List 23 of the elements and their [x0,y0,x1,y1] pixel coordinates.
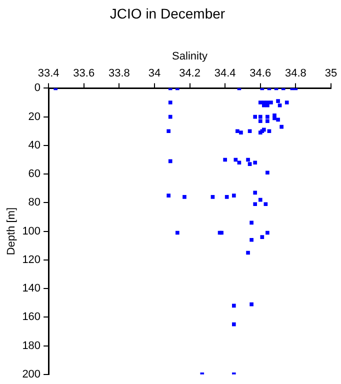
y-axis-title: Depth [m] [6,207,18,256]
y-tick-label: 60 [28,168,41,180]
y-tick-label: 0 [34,82,41,94]
y-tick-label: 140 [22,282,41,295]
y-tick-label: 20 [28,110,41,123]
x-tick-label: 34.8 [284,68,306,80]
y-tick-label: 180 [22,340,41,352]
y-tick-label: 100 [22,225,41,238]
x-tick-label: 33.8 [108,68,130,80]
x-tick-label: 34 [148,68,161,80]
x-tick-label: 33.6 [73,68,95,80]
y-tick-label: 120 [22,254,41,266]
x-tick-label: 35 [324,68,338,80]
x-tick-label: 34.4 [214,68,236,80]
y-tick-label: 80 [28,196,41,209]
x-tick-label: 33.4 [38,68,60,80]
chart-title: JCIO in December [110,5,226,22]
y-tick-label: 160 [22,311,41,324]
y-tick-label: 40 [28,139,41,152]
x-tick-label: 34.2 [179,68,200,80]
y-tick-label: 200 [22,368,41,380]
x-tick-label: 34.6 [250,68,272,80]
x-axis-title: Salinity [172,50,208,62]
